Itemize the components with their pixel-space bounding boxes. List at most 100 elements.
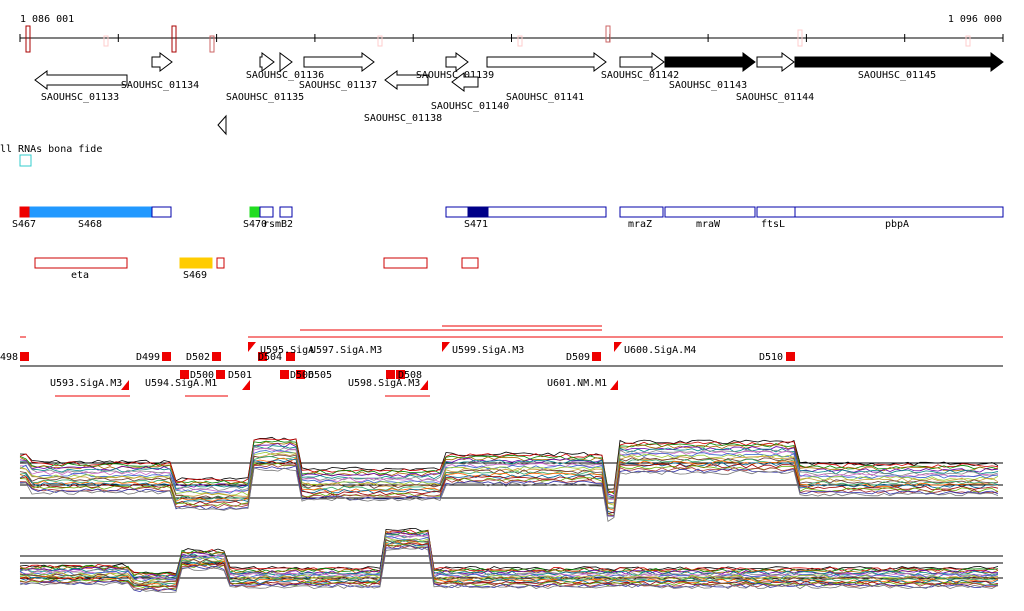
expression-line [19, 441, 999, 494]
tss-marker [162, 352, 171, 361]
expression-line [19, 536, 999, 583]
feature-label: S468 [78, 219, 102, 230]
tss-label: D505 [308, 370, 332, 381]
ruler-marker [171, 25, 177, 53]
tss-label: D509 [566, 352, 590, 363]
tss-marker [592, 352, 601, 361]
tss-marker [786, 352, 795, 361]
tss-label: U593.SigA.M3 [50, 378, 122, 389]
tss-label: U599.SigA.M3 [452, 345, 524, 356]
tss-label: D499 [136, 352, 160, 363]
expression-line [19, 457, 999, 511]
feature-label: S469 [183, 270, 207, 281]
ruler-end: 1 096 000 [948, 14, 1002, 25]
tss-flag [248, 342, 256, 352]
feature-label: rsmB2 [263, 219, 293, 230]
tss-marker [386, 370, 395, 379]
expression-line [19, 438, 999, 493]
gene-label: SAOUHSC_01138 [364, 113, 442, 124]
tss-marker [396, 370, 405, 379]
feature-box [279, 206, 293, 218]
tss-marker [280, 370, 289, 379]
tss-label: D510 [759, 352, 783, 363]
tss-flag [614, 342, 622, 352]
feature-box [19, 206, 31, 218]
feature-box [383, 257, 428, 269]
track-label: ll RNAs bona fide [0, 144, 102, 155]
feature-box [461, 257, 479, 269]
tss-label: U598.SigA.M3 [348, 378, 420, 389]
tss-flag [610, 380, 618, 390]
expression-line [19, 467, 999, 522]
feature-box [216, 257, 225, 269]
tss-marker [216, 370, 225, 379]
gene-label: SAOUHSC_01143 [669, 80, 747, 91]
feature-label: S470 [243, 219, 267, 230]
feature-box [664, 206, 756, 218]
track-box [19, 154, 32, 167]
expression-line [19, 440, 999, 495]
gene-label: SAOUHSC_01142 [601, 70, 679, 81]
tss-label: U600.SigA.M4 [624, 345, 696, 356]
gene-arrow [794, 52, 1004, 72]
expression-line [19, 451, 999, 506]
gene-arrow [279, 52, 293, 72]
expression-line [19, 446, 999, 499]
feature-label: eta [71, 270, 89, 281]
gene-arrow [664, 52, 756, 72]
ruler-marker [965, 35, 971, 47]
tss-label: D500 [190, 370, 214, 381]
expression-line [19, 528, 999, 575]
tss-flag [121, 380, 129, 390]
gene-label: SAOUHSC_01145 [858, 70, 936, 81]
feature-label: S467 [12, 219, 36, 230]
feature-label: ftsL [761, 219, 785, 230]
tss-label: D506 [290, 370, 314, 381]
gene-arrow [486, 52, 607, 72]
expression-line [19, 544, 999, 590]
gene-label: SAOUHSC_01141 [506, 92, 584, 103]
expression-line [19, 444, 999, 498]
feature-box [151, 206, 172, 218]
ruler-marker [517, 35, 523, 47]
gene-label: SAOUHSC_01134 [121, 80, 199, 91]
gene-label: SAOUHSC_01136 [246, 70, 324, 81]
gene-label: SAOUHSC_01133 [41, 92, 119, 103]
feature-label: mraW [696, 219, 721, 230]
expression-line [19, 545, 999, 593]
gene-arrow [151, 52, 173, 72]
tss-label: D504 [258, 352, 282, 363]
gene-label: SAOUHSC_01137 [299, 80, 377, 91]
expression-line [19, 447, 999, 500]
tss-flag [420, 380, 428, 390]
gene-arrow [217, 114, 227, 136]
ruler-start: 1 086 001 [20, 14, 74, 25]
feature-label: S471 [464, 219, 488, 230]
expression-line [19, 462, 999, 517]
gene-arrow [619, 52, 665, 72]
expression-line [19, 533, 999, 579]
expression-line [19, 443, 999, 497]
gene-arrow [259, 52, 275, 72]
tss-label: U601.NM.M1 [547, 378, 607, 389]
feature-box [34, 257, 128, 269]
gene-arrow [445, 52, 469, 72]
ruler-marker [25, 25, 31, 53]
expression-line [19, 546, 999, 593]
feature-label: pbpA [885, 219, 909, 230]
feature-label: mraZ [628, 219, 652, 230]
feature-box [619, 206, 664, 218]
feature-box [259, 206, 274, 218]
ruler-marker [377, 35, 383, 47]
tss-flag [242, 380, 250, 390]
tss-marker [286, 352, 295, 361]
feature-box [249, 206, 261, 218]
expression-line [19, 534, 999, 581]
tss-label: D501 [228, 370, 252, 381]
ruler-marker [209, 35, 215, 53]
gene-arrow [384, 70, 429, 90]
gene-arrow [451, 72, 479, 92]
gene-label: SAOUHSC_01139 [416, 70, 494, 81]
feature-box [445, 206, 607, 218]
